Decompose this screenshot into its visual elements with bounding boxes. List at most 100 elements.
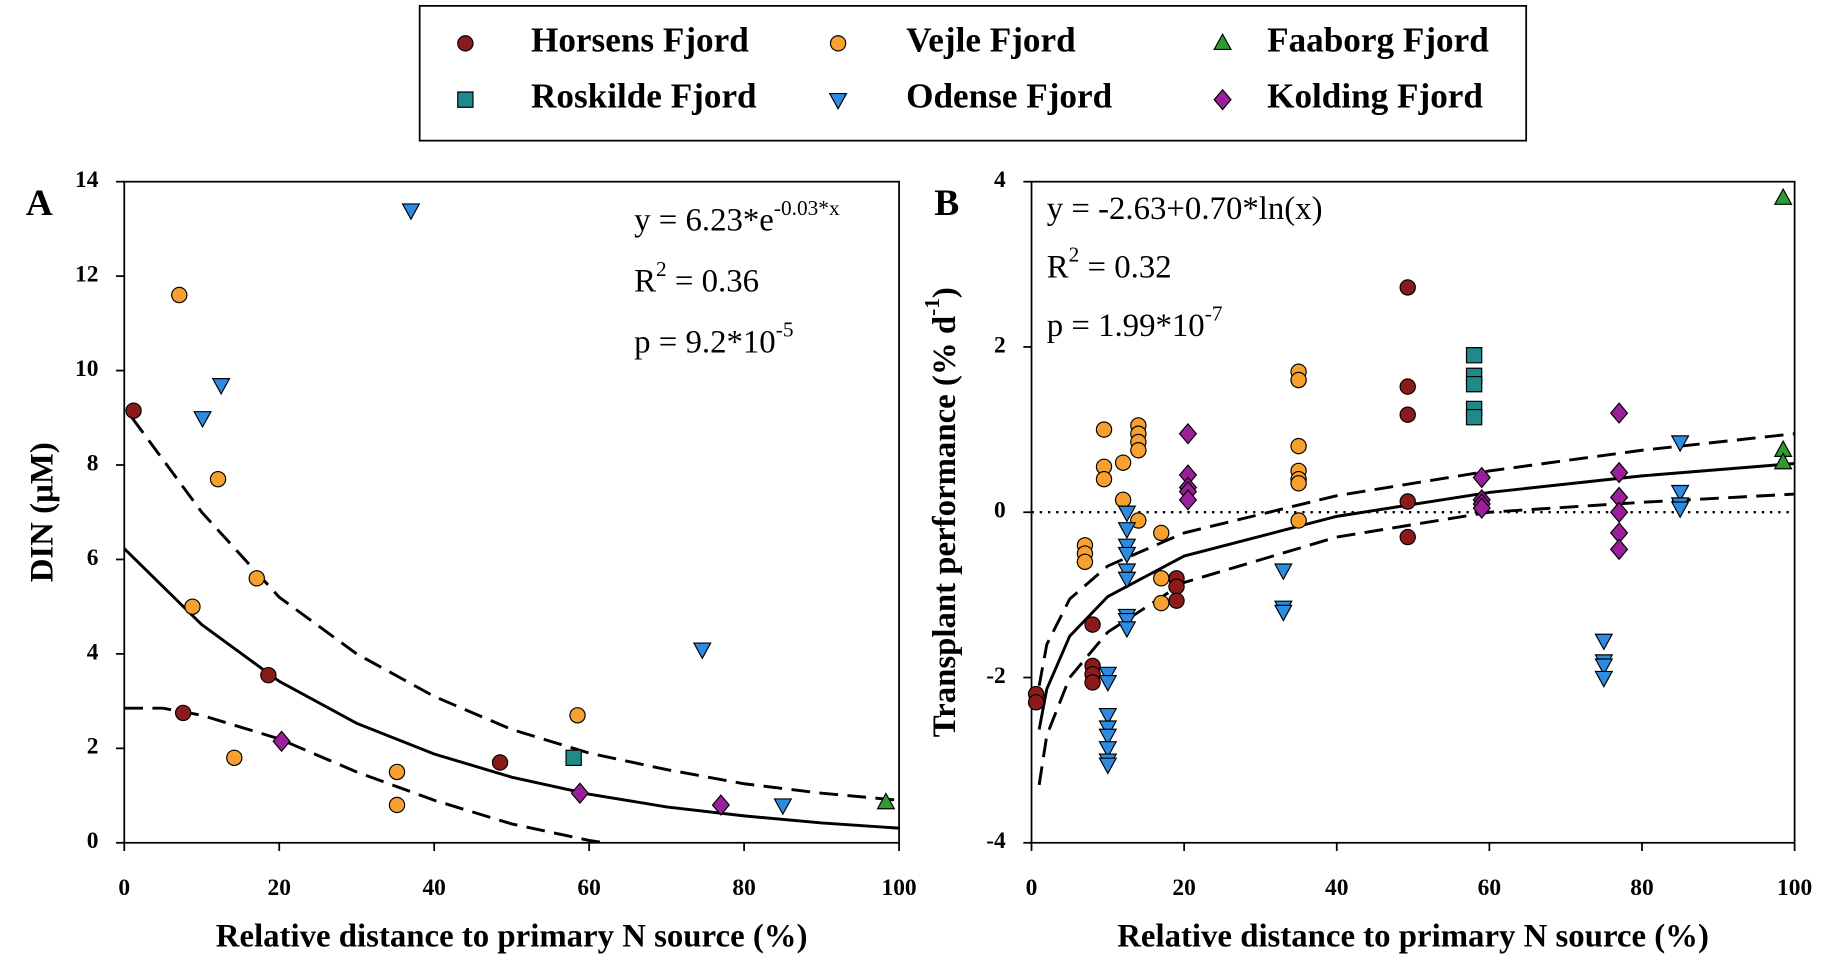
y-tick-label: -2 <box>986 663 1006 689</box>
x-axis-label: Relative distance to primary N source (%… <box>1117 918 1709 954</box>
text-part: = 0.32 <box>1079 249 1171 285</box>
x-tick-label: 20 <box>268 875 291 901</box>
point <box>1465 375 1483 393</box>
point <box>1609 461 1629 484</box>
legend-label: Vejle Fjord <box>906 20 1076 59</box>
equation-text: p = 1.99*10-7 <box>1047 301 1223 344</box>
text-part: R <box>634 263 656 299</box>
y-tick-label: 4 <box>87 639 99 665</box>
y-tick-label: 4 <box>994 167 1006 193</box>
point <box>1609 538 1629 561</box>
point <box>193 411 212 429</box>
legend-label: Kolding Fjord <box>1267 77 1483 116</box>
point <box>209 471 227 488</box>
point <box>1117 522 1137 540</box>
point <box>1098 708 1118 726</box>
text-part: -1 <box>920 298 944 316</box>
text-part: 2 <box>656 257 667 281</box>
point <box>570 782 590 805</box>
point <box>1098 757 1118 775</box>
point <box>1130 442 1147 459</box>
y-tick-label: 6 <box>87 545 99 571</box>
plot-frame <box>123 180 900 844</box>
fit-line <box>1037 462 1795 730</box>
point <box>1290 371 1307 389</box>
y-tick-label: 2 <box>87 734 99 760</box>
point <box>272 730 291 753</box>
point <box>1178 422 1198 445</box>
legend-label: Roskilde Fjord <box>531 77 757 116</box>
panel-label: B <box>934 183 959 224</box>
text-part: p = 9.2*10 <box>634 324 776 360</box>
text-part: y = -2.63+0.70*ln(x) <box>1047 191 1323 227</box>
text-part: -7 <box>1205 301 1223 325</box>
point <box>565 749 582 766</box>
point <box>1273 563 1293 581</box>
y-tick-label: 0 <box>87 828 99 854</box>
point <box>1670 501 1690 519</box>
equation-text: y = -2.63+0.70*ln(x) <box>1047 191 1323 227</box>
plot-area <box>1031 432 1795 786</box>
point <box>1117 571 1137 589</box>
point <box>1273 604 1293 622</box>
point <box>1399 378 1416 395</box>
text-part: -5 <box>776 318 794 342</box>
y-tick-label: -4 <box>986 828 1006 854</box>
point <box>1399 493 1416 510</box>
x-tick-label: 60 <box>1478 875 1501 901</box>
point <box>1465 347 1483 364</box>
fit-line <box>124 706 605 843</box>
point <box>1117 538 1137 556</box>
equation-text: y = 6.23*e-0.03*x <box>634 196 840 239</box>
point <box>569 707 586 724</box>
equation-text: p = 9.2*10-5 <box>634 318 793 361</box>
legend-marker <box>457 91 474 108</box>
point <box>1290 437 1307 455</box>
point <box>388 796 406 814</box>
x-tick-label: 60 <box>577 875 600 901</box>
point <box>1594 658 1614 676</box>
legend-label: Horsens Fjord <box>531 20 749 59</box>
point <box>125 402 142 419</box>
legend-marker <box>1213 33 1232 51</box>
x-tick-label: 80 <box>1630 875 1653 901</box>
point <box>1178 489 1198 511</box>
point <box>491 754 509 771</box>
x-tick-label: 80 <box>732 875 755 901</box>
x-tick-label: 100 <box>881 875 916 901</box>
point <box>773 798 793 816</box>
text-part: R <box>1047 249 1069 285</box>
point <box>1594 633 1614 651</box>
legend-marker <box>829 35 847 52</box>
fit-line <box>124 547 900 830</box>
x-tick-label: 0 <box>1026 875 1038 901</box>
point <box>1098 728 1118 746</box>
point <box>1168 592 1185 609</box>
legend-box <box>418 4 1528 142</box>
panel-label: A <box>26 183 53 224</box>
point <box>1153 524 1170 542</box>
y-tick-label: 0 <box>994 498 1006 524</box>
point <box>1076 553 1094 570</box>
y-axis-label: Transplant performance (% d-1) <box>920 287 963 737</box>
x-tick-label: 20 <box>1172 875 1195 901</box>
text-part: p = 1.99*10 <box>1047 308 1205 344</box>
x-tick-label: 0 <box>118 875 130 901</box>
y-tick-label: 8 <box>87 450 99 476</box>
fit-line <box>130 416 900 802</box>
point <box>388 763 406 781</box>
point <box>1399 279 1416 296</box>
point <box>1117 621 1137 639</box>
fit-line <box>1037 432 1795 687</box>
point <box>1114 454 1132 471</box>
point <box>711 794 731 816</box>
legend-marker <box>457 35 474 52</box>
point <box>1084 674 1101 691</box>
plot-area <box>124 416 900 843</box>
point <box>211 378 231 396</box>
point <box>1153 570 1170 587</box>
point <box>1773 187 1793 205</box>
equation-text: R2 = 0.32 <box>1047 243 1172 286</box>
